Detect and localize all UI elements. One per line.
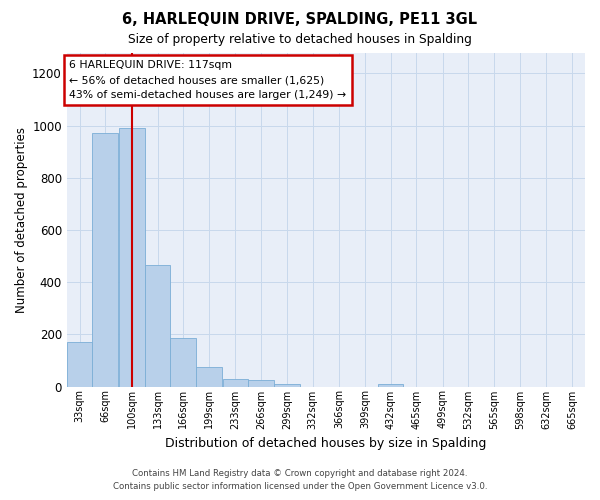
Bar (196, 367, 222, 386)
Bar (248, 380, 274, 386)
Bar (223, 378, 248, 386)
Text: 6 HARLEQUIN DRIVE: 117sqm
← 56% of detached houses are smaller (1,625)
43% of se: 6 HARLEQUIN DRIVE: 117sqm ← 56% of detac… (69, 60, 346, 100)
Text: 6, HARLEQUIN DRIVE, SPALDING, PE11 3GL: 6, HARLEQUIN DRIVE, SPALDING, PE11 3GL (122, 12, 478, 28)
X-axis label: Distribution of detached houses by size in Spalding: Distribution of detached houses by size … (165, 437, 487, 450)
Bar (145, 264, 170, 386)
Bar (92, 134, 118, 386)
Bar (119, 128, 145, 386)
Text: Contains HM Land Registry data © Crown copyright and database right 2024.
Contai: Contains HM Land Registry data © Crown c… (113, 470, 487, 491)
Y-axis label: Number of detached properties: Number of detached properties (15, 126, 28, 312)
Text: Size of property relative to detached houses in Spalding: Size of property relative to detached ho… (128, 32, 472, 46)
Bar (378, 384, 403, 386)
Bar (274, 384, 300, 386)
Bar (170, 338, 196, 386)
Bar (67, 342, 92, 386)
